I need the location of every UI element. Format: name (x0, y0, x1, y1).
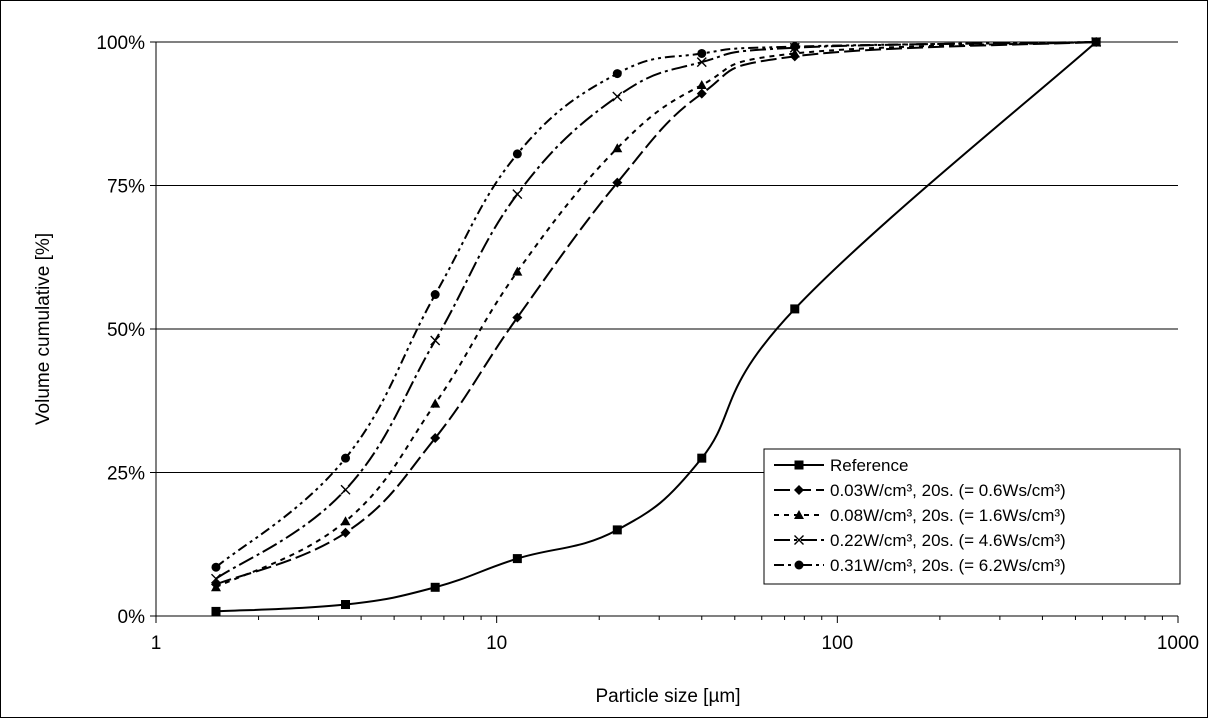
y-tick-label: 50% (107, 320, 145, 341)
y-tick-label: 75% (107, 177, 145, 198)
data-point (696, 80, 707, 90)
legend-marker (794, 535, 804, 545)
data-point (612, 525, 622, 535)
data-point (790, 304, 800, 314)
data-point (612, 143, 623, 153)
y-tick-label: 100% (96, 33, 145, 54)
series-line (215, 41, 1097, 589)
data-point (430, 433, 441, 444)
x-tick-label: 100 (821, 633, 853, 654)
data-point (430, 290, 440, 300)
data-point (340, 484, 351, 495)
x-tick-label: 1 (151, 633, 162, 654)
series-5 (211, 37, 1101, 572)
x-tick-label: 1000 (1157, 633, 1199, 654)
data-point (210, 582, 221, 592)
legend-marker (794, 485, 804, 495)
data-point (341, 600, 351, 610)
legend-label: 0.08W/cm³, 20s. (= 1.6Ws/cm³) (830, 506, 1066, 525)
data-point (697, 48, 707, 58)
data-point (340, 527, 351, 538)
data-point (512, 554, 522, 564)
y-axis-title: Volume cumulative [%] (33, 233, 54, 425)
data-point (612, 69, 622, 79)
data-point (512, 266, 523, 276)
y-tick-label: 25% (107, 464, 145, 485)
series-layer (210, 37, 1102, 616)
data-point (211, 562, 221, 572)
legend-label: 0.22W/cm³, 20s. (= 4.6Ws/cm³) (830, 531, 1066, 550)
data-point (612, 177, 623, 188)
legend-marker (794, 460, 804, 470)
legend-label: 0.03W/cm³, 20s. (= 0.6Ws/cm³) (830, 481, 1066, 500)
legend: Reference 0.03W/cm³, 20s. (= 0.6Ws/cm³) 0.… (763, 448, 1181, 585)
x-tick-label: 10 (486, 633, 507, 654)
legend-label: Reference (830, 456, 908, 475)
data-point (696, 88, 707, 99)
data-point (512, 149, 522, 159)
x-axis-title: Particle size [µm] (595, 686, 740, 707)
data-point (612, 91, 623, 102)
data-point (512, 189, 523, 200)
series-line (215, 41, 1097, 568)
data-point (512, 312, 523, 323)
legend-marker (794, 510, 804, 519)
data-point (789, 48, 800, 58)
y-tick-label: 0% (118, 607, 146, 628)
data-point (340, 516, 351, 526)
data-point (210, 573, 221, 584)
data-point (696, 57, 707, 68)
data-point (790, 42, 800, 52)
data-point (1091, 37, 1101, 47)
data-point (430, 398, 441, 408)
data-point (211, 606, 221, 616)
data-point (697, 453, 707, 463)
legend-box (763, 448, 1181, 585)
series-line (215, 41, 1097, 586)
data-point (341, 453, 351, 463)
data-point (430, 582, 440, 592)
legend-label: 0.31W/cm³, 20s. (= 6.2Ws/cm³) (830, 556, 1066, 575)
data-point (430, 335, 441, 346)
grid-layer (156, 41, 1178, 473)
axis-layer: 0% 25% 50% 75% 100% 1 10 100 1000 (96, 33, 1199, 654)
series-1 (211, 37, 1101, 616)
legend-marker (794, 560, 804, 570)
